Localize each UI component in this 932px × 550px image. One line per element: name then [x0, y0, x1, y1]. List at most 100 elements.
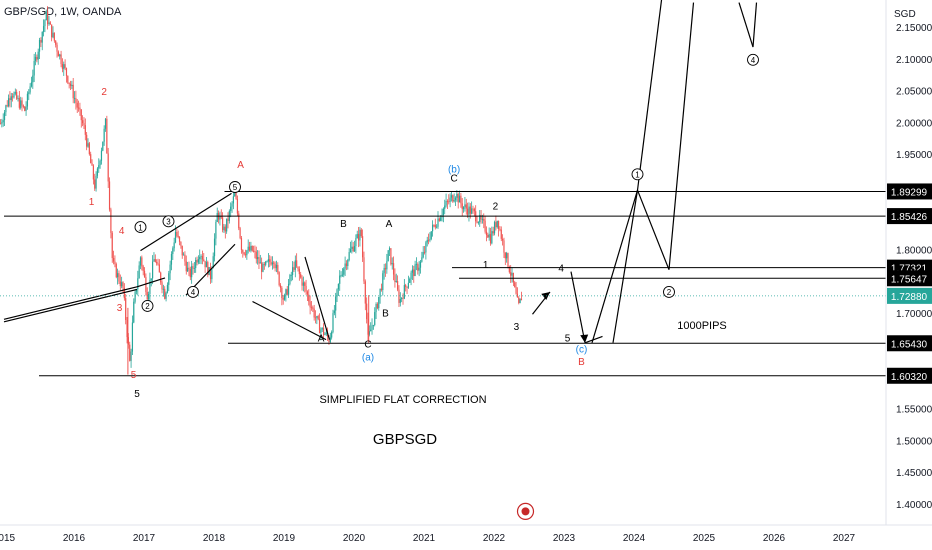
candle-body — [53, 32, 55, 41]
candle-body — [302, 282, 304, 286]
candle-body — [115, 264, 117, 278]
time-tick-label: 2016 — [63, 533, 86, 544]
candle-body — [161, 282, 163, 290]
price-level-value: 1.85426 — [891, 212, 928, 223]
candle-body — [405, 285, 407, 287]
candle-body — [489, 234, 492, 244]
candle-body — [366, 303, 368, 320]
candle-body — [38, 39, 41, 52]
candle-body — [508, 266, 510, 273]
candle-body — [73, 98, 76, 99]
candle-body — [432, 224, 434, 232]
candle-body — [230, 206, 232, 211]
candle-body — [421, 257, 423, 262]
candle-body — [18, 98, 20, 108]
candle-body — [473, 208, 475, 212]
candle-body — [374, 312, 376, 325]
candle-body — [250, 245, 252, 251]
candle-body — [419, 261, 422, 268]
wave-label: C — [450, 173, 457, 184]
candle-body — [343, 268, 345, 275]
candle-body — [292, 267, 294, 275]
candle-body — [345, 263, 348, 267]
candle-body — [322, 327, 325, 335]
candle-body — [512, 272, 514, 283]
candle-body — [305, 285, 307, 292]
candle-body — [96, 168, 99, 176]
candle-body — [56, 44, 58, 52]
candle-body — [189, 268, 191, 278]
candle-body — [339, 275, 341, 284]
candle-body — [196, 260, 198, 263]
candle-body — [335, 296, 337, 311]
candle-body — [7, 98, 10, 107]
trend-line — [636, 0, 663, 191]
candle-body — [122, 282, 124, 288]
candle-body — [188, 267, 190, 269]
candle-body — [240, 238, 243, 251]
candle-body — [77, 107, 80, 109]
candle-body — [425, 242, 427, 253]
trend-line — [3, 286, 138, 320]
candle-body — [67, 75, 69, 83]
circled-wave-marker — [229, 181, 241, 193]
candle-body — [178, 236, 181, 242]
candle-body — [26, 93, 29, 107]
candle-body — [481, 218, 484, 220]
price-tick-label: 1.80000 — [896, 246, 932, 257]
candle-body — [378, 296, 380, 309]
time-tick-label: 2026 — [763, 533, 786, 544]
wave-label: 3 — [117, 303, 123, 314]
candle-body — [118, 273, 120, 282]
candle-body — [244, 254, 247, 256]
candle-body — [320, 329, 322, 334]
candle-body — [285, 289, 287, 296]
candle-body — [317, 316, 319, 320]
candle-body — [402, 297, 404, 299]
candle-body — [60, 54, 62, 65]
candle-body — [254, 250, 256, 252]
candle-body — [329, 337, 331, 343]
candle-body — [519, 298, 521, 304]
candle-body — [357, 234, 360, 241]
candle-body — [401, 297, 403, 299]
candle-body — [172, 248, 174, 255]
candle-body — [99, 160, 101, 166]
trend-line — [136, 277, 166, 288]
candle-body — [215, 221, 217, 239]
candle-body — [506, 253, 508, 259]
candle-body — [492, 231, 494, 234]
candle-body — [5, 105, 7, 113]
candle-body — [282, 298, 284, 300]
candle-body — [290, 274, 292, 276]
candle-body — [200, 256, 202, 257]
candle-body — [79, 107, 81, 110]
candle-body — [154, 259, 156, 263]
candle-body — [162, 288, 164, 290]
candle-body — [259, 262, 261, 264]
candle-body — [72, 84, 74, 99]
candle-body — [294, 260, 296, 270]
candle-body — [52, 32, 54, 38]
candle-body — [41, 31, 43, 43]
candle-body — [223, 226, 225, 231]
candle-body — [246, 250, 248, 256]
candle-body — [417, 264, 419, 271]
candle-body — [138, 265, 140, 279]
candle-body — [107, 153, 109, 182]
candle-body — [477, 222, 479, 223]
candle-body — [247, 246, 249, 251]
candle-body — [61, 64, 64, 69]
candle-body — [166, 284, 169, 293]
event-marker-dot — [521, 507, 530, 516]
candle-body — [231, 203, 233, 207]
candle-body — [251, 245, 253, 251]
candle-body — [465, 204, 467, 209]
candle-body — [92, 165, 94, 180]
candle-body — [386, 261, 388, 270]
candle-body — [176, 231, 178, 236]
candle-body — [184, 254, 186, 262]
candle-body — [51, 24, 53, 38]
candle-body — [22, 105, 24, 107]
